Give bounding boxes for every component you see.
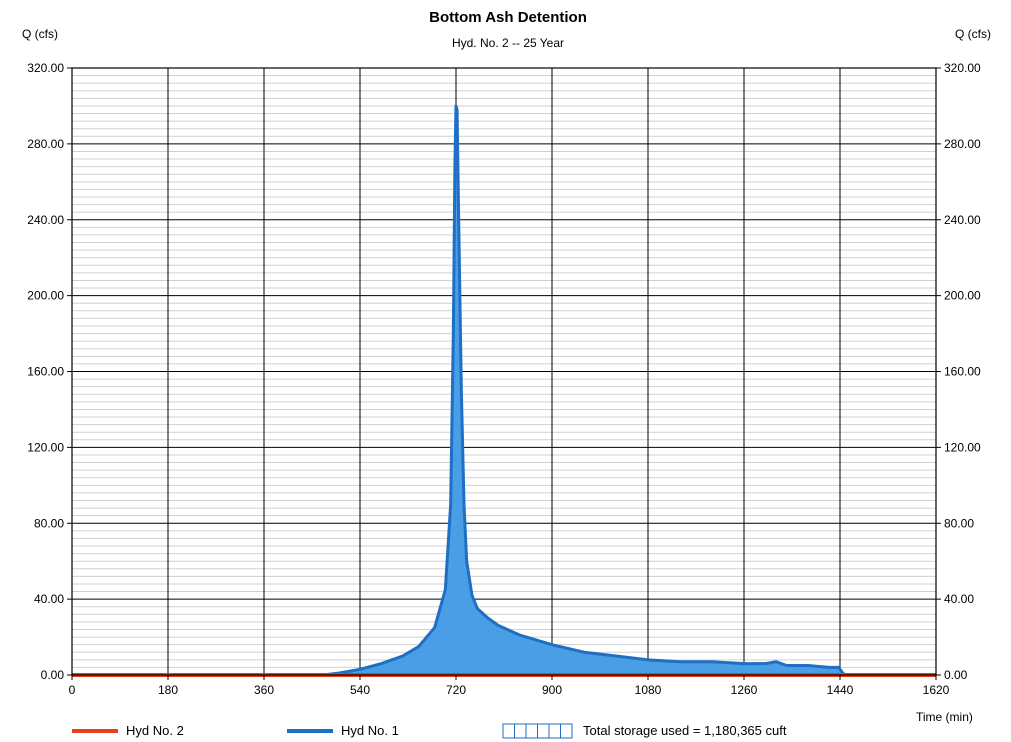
y-tick-label-left: 320.00 [27, 61, 64, 75]
legend-swatch-storage [502, 723, 573, 739]
x-tick-label: 1080 [635, 683, 662, 697]
x-tick-label: 900 [542, 683, 562, 697]
x-tick-label: 1260 [731, 683, 758, 697]
y-tick-label-right: 0.00 [944, 668, 968, 682]
y-tick-label-left: 120.00 [27, 440, 64, 454]
y-axis-label-left: Q (cfs) [22, 27, 58, 41]
y-tick-label-left: 0.00 [41, 668, 65, 682]
legend: Hyd No. 2 Hyd No. 1 Total storage used =… [72, 723, 787, 739]
y-tick-label-left: 80.00 [34, 516, 64, 530]
x-tick-label: 540 [350, 683, 370, 697]
x-tick-label: 360 [254, 683, 274, 697]
chart-subtitle: Hyd. No. 2 -- 25 Year [452, 36, 564, 50]
y-tick-label-right: 120.00 [944, 440, 981, 454]
y-ticks-right: 0.00 40.00 80.00 120.00 160.00 200.00 240.00 28… [936, 61, 981, 682]
y-tick-label-right: 40.00 [944, 592, 974, 606]
x-tick-label: 180 [158, 683, 178, 697]
minor-grid [72, 75, 936, 668]
legend-label-storage: Total storage used = 1,180,365 cuft [583, 723, 787, 738]
hyd1-line [322, 104, 847, 677]
x-tick-label: 1620 [923, 683, 950, 697]
x-axis-label: Time (min) [916, 710, 973, 724]
y-axis-label-right: Q (cfs) [955, 27, 991, 41]
y-tick-label-left: 160.00 [27, 365, 64, 379]
y-ticks-left: 0.00 40.00 80.00 120.00 160.00 200.00 240.00 28… [27, 61, 72, 682]
hyd1-storage-area [322, 105, 846, 675]
legend-label-hyd1: Hyd No. 1 [341, 723, 399, 738]
y-tick-label-right: 240.00 [944, 213, 981, 227]
y-tick-label-right: 160.00 [944, 365, 981, 379]
chart-title: Bottom Ash Detention [429, 9, 587, 26]
y-tick-label-right: 280.00 [944, 137, 981, 151]
y-tick-label-left: 280.00 [27, 137, 64, 151]
x-tick-label: 720 [446, 683, 466, 697]
y-tick-label-right: 200.00 [944, 289, 981, 303]
y-tick-label-right: 320.00 [944, 61, 981, 75]
series-layer [72, 104, 936, 677]
y-tick-label-left: 40.00 [34, 592, 64, 606]
y-tick-label-right: 80.00 [944, 516, 974, 530]
y-tick-label-left: 240.00 [27, 213, 64, 227]
x-tick-label: 1440 [827, 683, 854, 697]
legend-label-hyd2: Hyd No. 2 [126, 723, 184, 738]
y-tick-label-left: 200.00 [27, 289, 64, 303]
x-tick-label: 0 [69, 683, 76, 697]
x-ticks: 0 180 360 540 720 900 1080 1260 1440 1620 [69, 675, 950, 697]
